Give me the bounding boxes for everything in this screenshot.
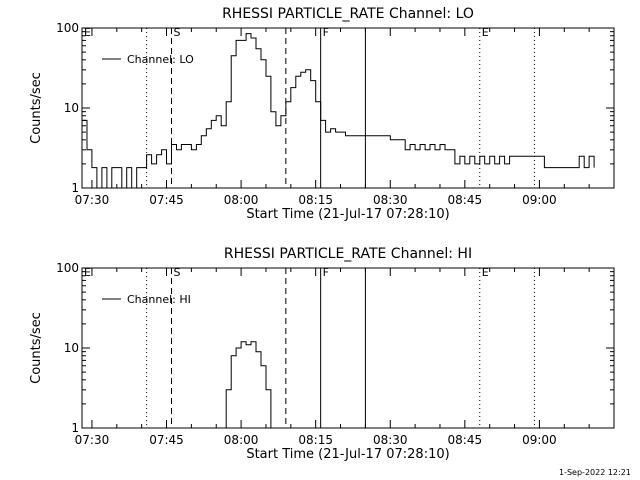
event-marker-label: S <box>173 266 180 279</box>
chart-title: RHESSI PARTICLE_RATE Channel: LO <box>222 6 474 22</box>
chart-panel-2: RHESSI PARTICLE_RATE Channel: HI Counts/s… <box>29 246 615 462</box>
chart-panel-1: RHESSI PARTICLE_RATE Channel: LO Counts/s… <box>29 6 615 222</box>
chart-title: RHESSI PARTICLE_RATE Channel: HI <box>224 246 472 262</box>
x-tick-label: 08:45 <box>448 193 483 207</box>
x-tick-label: 09:00 <box>522 433 557 447</box>
series-line <box>221 341 272 429</box>
event-marker-label: E <box>84 26 91 39</box>
x-tick-label: 08:30 <box>373 433 408 447</box>
event-marker-label: E <box>482 26 489 39</box>
legend-label: Channel: HI <box>127 293 191 306</box>
y-tick-label: 100 <box>56 261 79 275</box>
x-tick-label: 07:30 <box>75 433 110 447</box>
event-marker-label: F <box>323 266 329 279</box>
y-tick-label: 100 <box>56 21 79 35</box>
x-tick-label: 08:45 <box>448 433 483 447</box>
x-tick-label: 08:15 <box>298 433 333 447</box>
y-tick-label: 10 <box>64 341 79 355</box>
x-tick-label: 07:45 <box>149 433 184 447</box>
x-tick-label: 08:15 <box>298 193 333 207</box>
x-axis-label: Start Time (21-Jul-17 07:28:10) <box>246 447 449 462</box>
x-tick-label: 08:30 <box>373 193 408 207</box>
event-marker-label: F <box>323 26 329 39</box>
legend-label: Channel: LO <box>127 53 194 66</box>
x-tick-label: 07:45 <box>149 193 184 207</box>
series-line <box>82 33 595 189</box>
y-tick-label: 1 <box>71 421 79 435</box>
footer-date: 1-Sep-2022 12:21 <box>559 468 631 477</box>
event-marker-label: E <box>482 266 489 279</box>
x-axis-label: Start Time (21-Jul-17 07:28:10) <box>246 207 449 222</box>
x-tick-label: 08:00 <box>224 433 259 447</box>
x-tick-label: 09:00 <box>522 193 557 207</box>
y-axis-label: Counts/sec <box>29 312 44 384</box>
y-tick-label: 10 <box>64 101 79 115</box>
y-tick-label: 1 <box>71 181 79 195</box>
x-tick-label: 08:00 <box>224 193 259 207</box>
y-axis-label: Counts/sec <box>29 72 44 144</box>
x-tick-label: 07:30 <box>75 193 110 207</box>
event-marker-label: E <box>84 266 91 279</box>
event-marker-label: S <box>173 26 180 39</box>
